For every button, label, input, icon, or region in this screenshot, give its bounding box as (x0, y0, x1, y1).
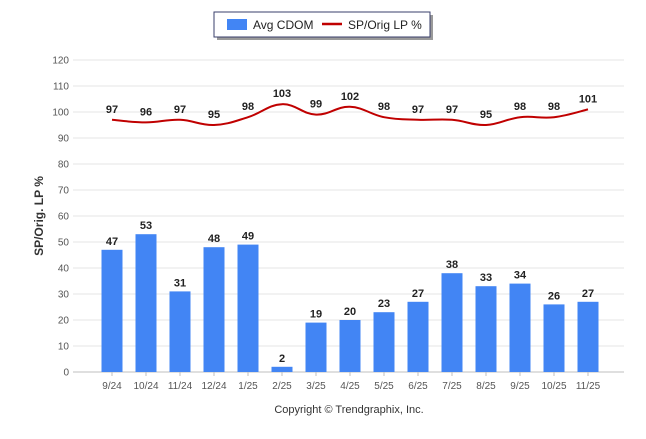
y-tick-label-100: 100 (52, 108, 69, 119)
bar-avg-cdom (305, 322, 327, 372)
legend: Avg CDOM SP/Orig LP % (213, 11, 433, 40)
y-tick-label-60: 60 (58, 212, 70, 223)
line-value-label: 103 (273, 88, 291, 100)
bar-avg-cdom (441, 273, 463, 372)
x-tick-label: 11/25 (576, 381, 601, 392)
bar-avg-cdom (237, 244, 259, 372)
bar-value-label: 19 (310, 309, 322, 321)
copyright-text: Copyright © Trendgraphix, Inc. (274, 404, 423, 416)
x-axis-ticks: 9/24 10/24 11/24 12/24 1/25 2/25 3/25 4/25 5/25 6… (102, 372, 601, 392)
bar-value-label: 34 (514, 270, 527, 282)
y-tick-label-70: 70 (58, 186, 70, 197)
x-tick-label: 8/25 (476, 381, 496, 392)
bar-avg-cdom (135, 234, 157, 372)
line-value-label: 98 (514, 101, 526, 113)
bar-value-label: 20 (344, 306, 356, 318)
legend-label-avg-cdom: Avg CDOM (253, 18, 313, 32)
line-value-label: 102 (341, 91, 359, 103)
y-tick-label-0: 0 (63, 368, 69, 379)
y-tick-label-20: 20 (58, 316, 70, 327)
line-series: 97 96 97 95 98 103 99 102 98 97 97 95 98 98 101 (106, 88, 597, 127)
bar-value-label: 38 (446, 259, 458, 271)
line-sp-orig-lp (111, 103, 589, 127)
line-value-label: 98 (242, 101, 254, 113)
bar-series: 47 53 31 48 49 2 19 20 23 27 38 33 34 26 27 (101, 220, 599, 372)
line-value-label: 97 (174, 104, 186, 116)
bar-avg-cdom (543, 304, 565, 372)
line-value-label: 96 (140, 106, 152, 118)
y-tick-label-120: 120 (52, 56, 69, 67)
y-tick-label-110: 110 (53, 82, 69, 93)
line-value-label: 98 (548, 101, 560, 113)
line-value-label: 97 (412, 104, 424, 116)
legend-swatch-avg-cdom (227, 19, 247, 30)
y-tick-label-10: 10 (58, 342, 70, 353)
y-tick-label-50: 50 (58, 238, 70, 249)
bar-value-label: 31 (174, 277, 186, 289)
bar-avg-cdom (101, 249, 123, 372)
bar-avg-cdom (169, 291, 191, 372)
y-tick-label-30: 30 (58, 290, 70, 301)
x-tick-label: 10/24 (133, 381, 158, 392)
x-tick-label: 3/25 (306, 381, 326, 392)
x-tick-label: 4/25 (340, 381, 360, 392)
bar-value-label: 27 (412, 288, 424, 300)
y-tick-label-40: 40 (58, 264, 70, 275)
bar-value-label: 27 (582, 288, 594, 300)
bar-value-label: 47 (106, 236, 118, 248)
bar-value-label: 48 (208, 233, 220, 245)
line-value-label: 95 (480, 109, 492, 121)
y-tick-label-90: 90 (58, 134, 70, 145)
y-tick-label-80: 80 (58, 160, 70, 171)
x-tick-label: 2/25 (272, 381, 292, 392)
x-tick-label: 6/25 (408, 381, 428, 392)
bar-avg-cdom (509, 283, 531, 372)
line-value-label: 101 (579, 93, 597, 105)
line-value-label: 98 (378, 101, 390, 113)
bar-value-label: 23 (378, 298, 390, 310)
x-tick-label: 9/25 (510, 381, 530, 392)
x-tick-label: 12/24 (201, 381, 226, 392)
bar-value-label: 2 (279, 353, 285, 365)
bar-avg-cdom (475, 286, 497, 372)
x-tick-label: 5/25 (374, 381, 394, 392)
x-tick-label: 1/25 (238, 381, 258, 392)
bar-avg-cdom (373, 312, 395, 372)
bar-avg-cdom (407, 301, 429, 372)
bar-value-label: 53 (140, 220, 152, 232)
x-tick-label: 10/25 (541, 381, 566, 392)
line-value-label: 97 (106, 104, 118, 116)
bar-avg-cdom (203, 247, 225, 372)
x-tick-label: 7/25 (442, 381, 462, 392)
legend-label-sp-orig-lp: SP/Orig LP % (348, 18, 422, 32)
bar-value-label: 49 (242, 231, 254, 243)
x-tick-label: 9/24 (102, 381, 122, 392)
bar-avg-cdom (271, 366, 293, 372)
bar-value-label: 26 (548, 290, 560, 302)
y-axis-ticks: 0 10 20 30 40 50 60 70 80 90 100 110 120 (52, 56, 69, 379)
line-value-label: 95 (208, 109, 220, 121)
y-axis-title: SP/Orig. LP % (32, 176, 46, 256)
bar-value-label: 33 (480, 272, 492, 284)
line-value-label: 97 (446, 104, 458, 116)
bar-avg-cdom (577, 301, 599, 372)
x-tick-label: 11/24 (168, 381, 193, 392)
bar-avg-cdom (339, 320, 361, 372)
line-value-label: 99 (310, 99, 322, 111)
